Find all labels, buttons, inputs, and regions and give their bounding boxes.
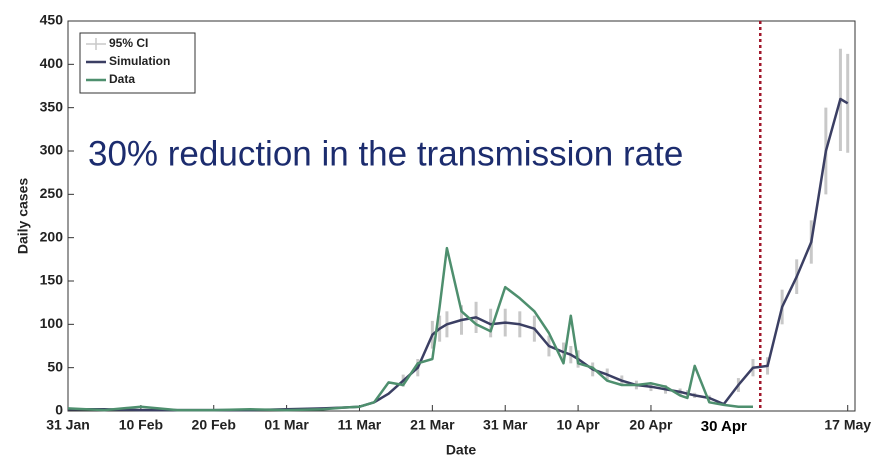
x-tick-label: 31 Jan (46, 417, 90, 433)
y-axis-label: Daily cases (15, 178, 31, 254)
y-tick-label: 450 (40, 12, 64, 28)
x-tick-label: 11 Mar (338, 417, 382, 433)
y-tick-label: 350 (40, 98, 64, 114)
x-tick-label: 10 Apr (557, 417, 601, 433)
x-tick-label: 10 Feb (119, 417, 163, 433)
x-tick-label: 17 May (824, 417, 871, 433)
date-annotation: 30 Apr (701, 418, 747, 435)
y-tick-label: 200 (40, 228, 64, 244)
y-tick-label: 0 (55, 402, 63, 418)
legend-label: Simulation (109, 54, 170, 68)
series-line (67, 246, 753, 412)
x-tick-label: 20 Feb (192, 417, 236, 433)
y-tick-label: 300 (40, 142, 64, 158)
y-tick-label: 50 (47, 358, 63, 374)
plot-frame (67, 20, 856, 412)
x-axis-label: Date (446, 442, 477, 458)
y-tick-label: 250 (40, 185, 64, 201)
x-tick-label: 21 Mar (410, 417, 455, 433)
date-annotation-box (687, 415, 760, 439)
x-tick-label: 01 Mar (264, 417, 309, 433)
legend-label: 95% CI (109, 36, 148, 50)
annotation: 30% reduction in the transmission rate (88, 134, 683, 173)
x-tick-label: 31 Mar (483, 417, 528, 433)
y-tick-label: 100 (40, 315, 64, 331)
x-tick-label: 20 Apr (629, 417, 673, 433)
y-tick-label: 150 (40, 272, 64, 288)
y-tick-label: 400 (40, 55, 64, 71)
legend-label: Data (109, 72, 135, 86)
